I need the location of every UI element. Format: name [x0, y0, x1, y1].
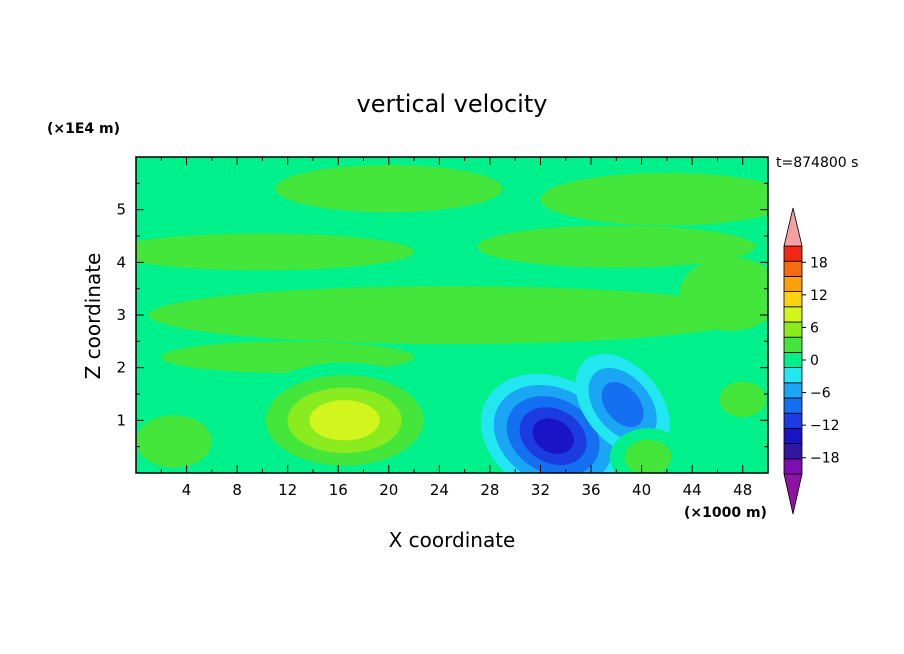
colorbar-swatch: [783, 397, 803, 414]
y-tick-label: 3: [116, 306, 126, 324]
x-axis-label: X coordinate: [389, 528, 516, 552]
contour-band: [275, 164, 503, 213]
x-axis-ticks: 4 8 12 16 20 24 28 32 36 40 44 48: [160, 157, 769, 499]
colorbar-swatch: [783, 336, 803, 353]
x-tick-label: 4: [182, 481, 192, 499]
y-tick-label: 2: [116, 359, 126, 377]
colorbar-swatch: [783, 351, 803, 368]
y-tick-label: 4: [116, 253, 126, 271]
contour-band: [148, 286, 756, 344]
x-tick-label: 32: [531, 481, 550, 499]
contour-level: [601, 382, 644, 428]
colorbar-swatch: [783, 321, 803, 338]
colorbar-swatch: [783, 412, 803, 429]
x-tick-label: 28: [480, 481, 499, 499]
x-tick-label: 40: [632, 481, 651, 499]
x-units-label: (×1000 m): [684, 505, 767, 521]
x-tick-label: 20: [379, 481, 398, 499]
chart-title: vertical velocity: [357, 90, 548, 118]
colorbar-swatch: [783, 291, 803, 308]
y-tick-label: 5: [116, 201, 126, 219]
colorbar-tick-label: 0: [810, 353, 819, 369]
colorbar-swatch: [783, 275, 803, 292]
colorbar-swatch: [783, 245, 803, 262]
contour-level: [532, 418, 574, 454]
colorbar-swatch: [783, 260, 803, 277]
colorbar-tick-label: 12: [810, 288, 828, 304]
time-label: t=874800 s: [776, 155, 858, 171]
velocity-contour-field: [136, 157, 768, 473]
x-tick-label: 36: [581, 481, 600, 499]
contour-band: [679, 257, 768, 331]
colorbar-under-arrow: [783, 473, 803, 515]
y-units-label: (×1E4 m): [47, 121, 120, 137]
contour-level: [309, 400, 380, 441]
colorbar-over-arrow: [783, 207, 803, 247]
contour-band: [540, 172, 768, 226]
contour-level: [719, 381, 767, 418]
colorbar-swatch: [783, 382, 803, 399]
colorbar-tick-label: 6: [810, 320, 819, 336]
contour-level: [624, 439, 672, 473]
colorbar-tick-label: −18: [810, 451, 840, 467]
colorbar: 18 12 6 0 −6 −12 −18: [783, 207, 840, 515]
y-axis-label: Z coordinate: [81, 253, 105, 380]
colorbar-swatch: [783, 427, 803, 444]
colorbar-tick-label: −6: [810, 386, 831, 402]
colorbar-swatch: [783, 367, 803, 384]
y-axis-ticks: 1 2 3 4 5: [116, 182, 768, 448]
contour-band: [136, 415, 212, 468]
x-tick-label: 12: [278, 481, 297, 499]
colorbar-swatch: [783, 443, 803, 460]
x-tick-label: 24: [430, 481, 449, 499]
x-tick-label: 44: [683, 481, 702, 499]
x-tick-label: 16: [329, 481, 348, 499]
y-tick-label: 1: [116, 411, 126, 429]
colorbar-tick-label: −12: [810, 418, 840, 434]
colorbar-swatch: [783, 306, 803, 323]
colorbar-swatch: [783, 458, 803, 475]
contour-band: [136, 233, 415, 271]
x-tick-label: 48: [733, 481, 752, 499]
contour-band: [477, 225, 756, 268]
x-tick-label: 8: [232, 481, 242, 499]
colorbar-tick-label: 18: [810, 255, 828, 271]
